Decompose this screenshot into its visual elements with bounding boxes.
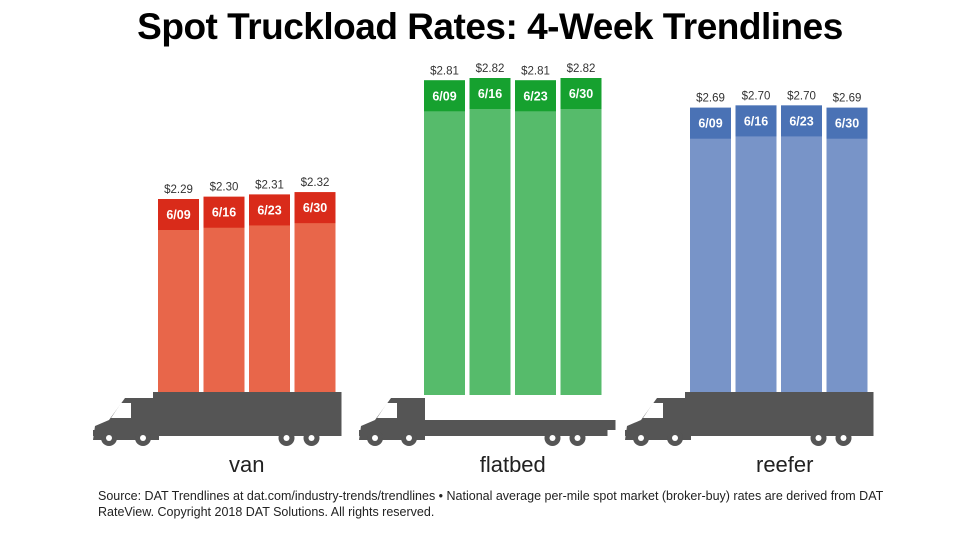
bar-van-0 — [158, 199, 199, 395]
bar-cap-flatbed-1 — [469, 78, 511, 109]
week-label: 6/23 — [523, 89, 547, 103]
week-label: 6/09 — [166, 208, 190, 222]
bar-cap-van-3 — [294, 192, 336, 224]
group-flatbed: 6/09 $2.81 6/16 $2.82 6/23 $2.81 6/30 $2.82 flat… — [359, 63, 616, 477]
value-label: $2.81 — [521, 65, 550, 77]
bar-flatbed-1 — [469, 78, 511, 395]
value-label: $2.69 — [833, 93, 862, 105]
value-label: $2.32 — [301, 177, 330, 189]
truck-icon — [359, 398, 616, 446]
value-label: $2.30 — [210, 182, 239, 194]
group-label-van: van — [229, 452, 264, 477]
value-label: $2.31 — [255, 179, 284, 191]
value-label: $2.82 — [476, 63, 505, 75]
bar-cap-reefer-2 — [781, 105, 822, 137]
value-label: $2.70 — [787, 90, 816, 102]
value-label: $2.29 — [164, 184, 193, 196]
week-label: 6/16 — [212, 206, 236, 220]
bar-cap-van-1 — [203, 196, 245, 228]
bar-cap-reefer-0 — [690, 107, 731, 139]
value-label: $2.70 — [742, 90, 771, 102]
bar-cap-van-2 — [249, 194, 290, 226]
bar-van-2 — [249, 194, 290, 395]
bar-reefer-0 — [690, 107, 731, 395]
bar-flatbed-3 — [560, 78, 602, 395]
week-label: 6/30 — [569, 87, 593, 101]
group-reefer: 6/09 $2.69 6/16 $2.70 6/23 $2.70 6/30 $2.69 reef… — [625, 90, 874, 477]
bar-flatbed-0 — [424, 80, 465, 395]
value-label: $2.69 — [696, 93, 725, 105]
week-label: 6/16 — [478, 87, 502, 101]
bar-van-1 — [203, 196, 245, 395]
bar-cap-flatbed-0 — [424, 80, 465, 112]
week-label: 6/09 — [432, 89, 456, 103]
bar-van-3 — [294, 192, 336, 395]
bar-flatbed-2 — [515, 80, 556, 395]
value-label: $2.81 — [430, 65, 459, 77]
bar-cap-van-0 — [158, 199, 199, 230]
bar-cap-flatbed-3 — [560, 78, 602, 109]
chart-title: Spot Truckload Rates: 4-Week Trendlines — [137, 6, 843, 47]
week-label: 6/09 — [698, 117, 722, 131]
week-label: 6/23 — [789, 114, 813, 128]
group-van: 6/09 $2.29 6/16 $2.30 6/23 $2.31 6/30 $2.32 van — [93, 177, 342, 477]
bar-reefer-2 — [781, 105, 822, 395]
group-label-reefer: reefer — [756, 452, 813, 477]
bar-cap-flatbed-2 — [515, 80, 556, 112]
bar-cap-reefer-1 — [735, 105, 777, 137]
week-label: 6/23 — [257, 203, 281, 217]
bar-cap-reefer-3 — [826, 107, 868, 139]
bar-reefer-1 — [735, 105, 777, 395]
week-label: 6/16 — [744, 114, 768, 128]
value-label: $2.82 — [567, 63, 596, 75]
bar-reefer-3 — [826, 107, 868, 395]
source-note: Source: DAT Trendlines at dat.com/indust… — [98, 489, 884, 519]
week-label: 6/30 — [303, 201, 327, 215]
truck-icon — [93, 392, 342, 446]
week-label: 6/30 — [835, 117, 859, 131]
truck-icon — [625, 392, 874, 446]
group-label-flatbed: flatbed — [480, 452, 546, 477]
